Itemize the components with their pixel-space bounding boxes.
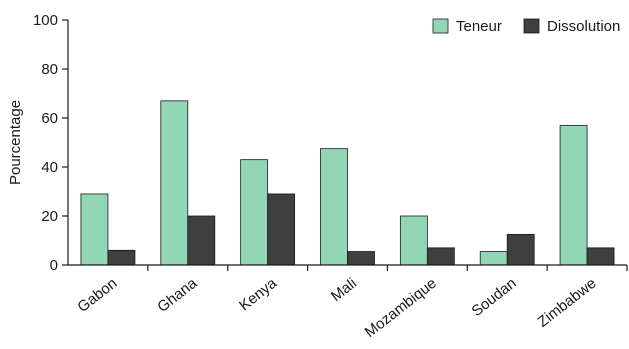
x-ticks-group: Gabon Ghana Kenya Mali Mozambique Soudan Zimba… — [74, 265, 628, 341]
y-tick-label: 20 — [41, 208, 58, 225]
bar-dissolution-kenya — [267, 193, 296, 266]
y-tick-label: 40 — [41, 159, 58, 176]
legend: Teneur Dissolution — [432, 18, 620, 35]
y-ticks-group: 0 20 40 60 80 100 — [33, 12, 68, 274]
x-tick-label-kenya: Kenya — [236, 274, 280, 314]
bar-dissolution-ghana — [187, 215, 216, 266]
y-tick-label: 80 — [41, 61, 58, 78]
bar-teneur-mozambique — [399, 215, 428, 266]
bar-dissolution-mozambique — [426, 247, 455, 266]
y-tick-label: 100 — [33, 12, 58, 29]
bar-teneur-ghana — [160, 100, 189, 266]
bar-teneur-zimbabwe — [559, 124, 588, 266]
x-tick-label-gabon: Gabon — [74, 275, 120, 316]
y-tick-label: 0 — [50, 257, 58, 274]
x-tick-label-mali: Mali — [328, 275, 360, 305]
bars-group — [80, 100, 615, 266]
axes-group — [67, 20, 627, 266]
bar-teneur-kenya — [240, 159, 269, 266]
bar-dissolution-zimbabwe — [586, 247, 615, 266]
legend-swatch-teneur — [432, 18, 449, 34]
bar-dissolution-gabon — [107, 249, 136, 266]
y-axis-title: Pourcentage — [7, 100, 24, 185]
legend-label-dissolution: Dissolution — [547, 18, 620, 35]
x-tick-label-mozambique: Mozambique — [362, 275, 440, 341]
legend-swatch-dissolution — [523, 18, 540, 34]
y-tick-label: 60 — [41, 110, 58, 127]
legend-label-teneur: Teneur — [456, 18, 502, 35]
bar-teneur-gabon — [80, 193, 109, 266]
bar-dissolution-mali — [347, 251, 375, 266]
bar-teneur-mali — [320, 148, 348, 266]
x-tick-label-ghana: Ghana — [154, 274, 200, 316]
x-tick-label-soudan: Soudan — [468, 275, 519, 320]
bar-teneur-soudan — [479, 251, 508, 266]
x-tick-label-zimbabwe: Zimbabwe — [535, 275, 600, 331]
bar-dissolution-soudan — [506, 233, 535, 266]
